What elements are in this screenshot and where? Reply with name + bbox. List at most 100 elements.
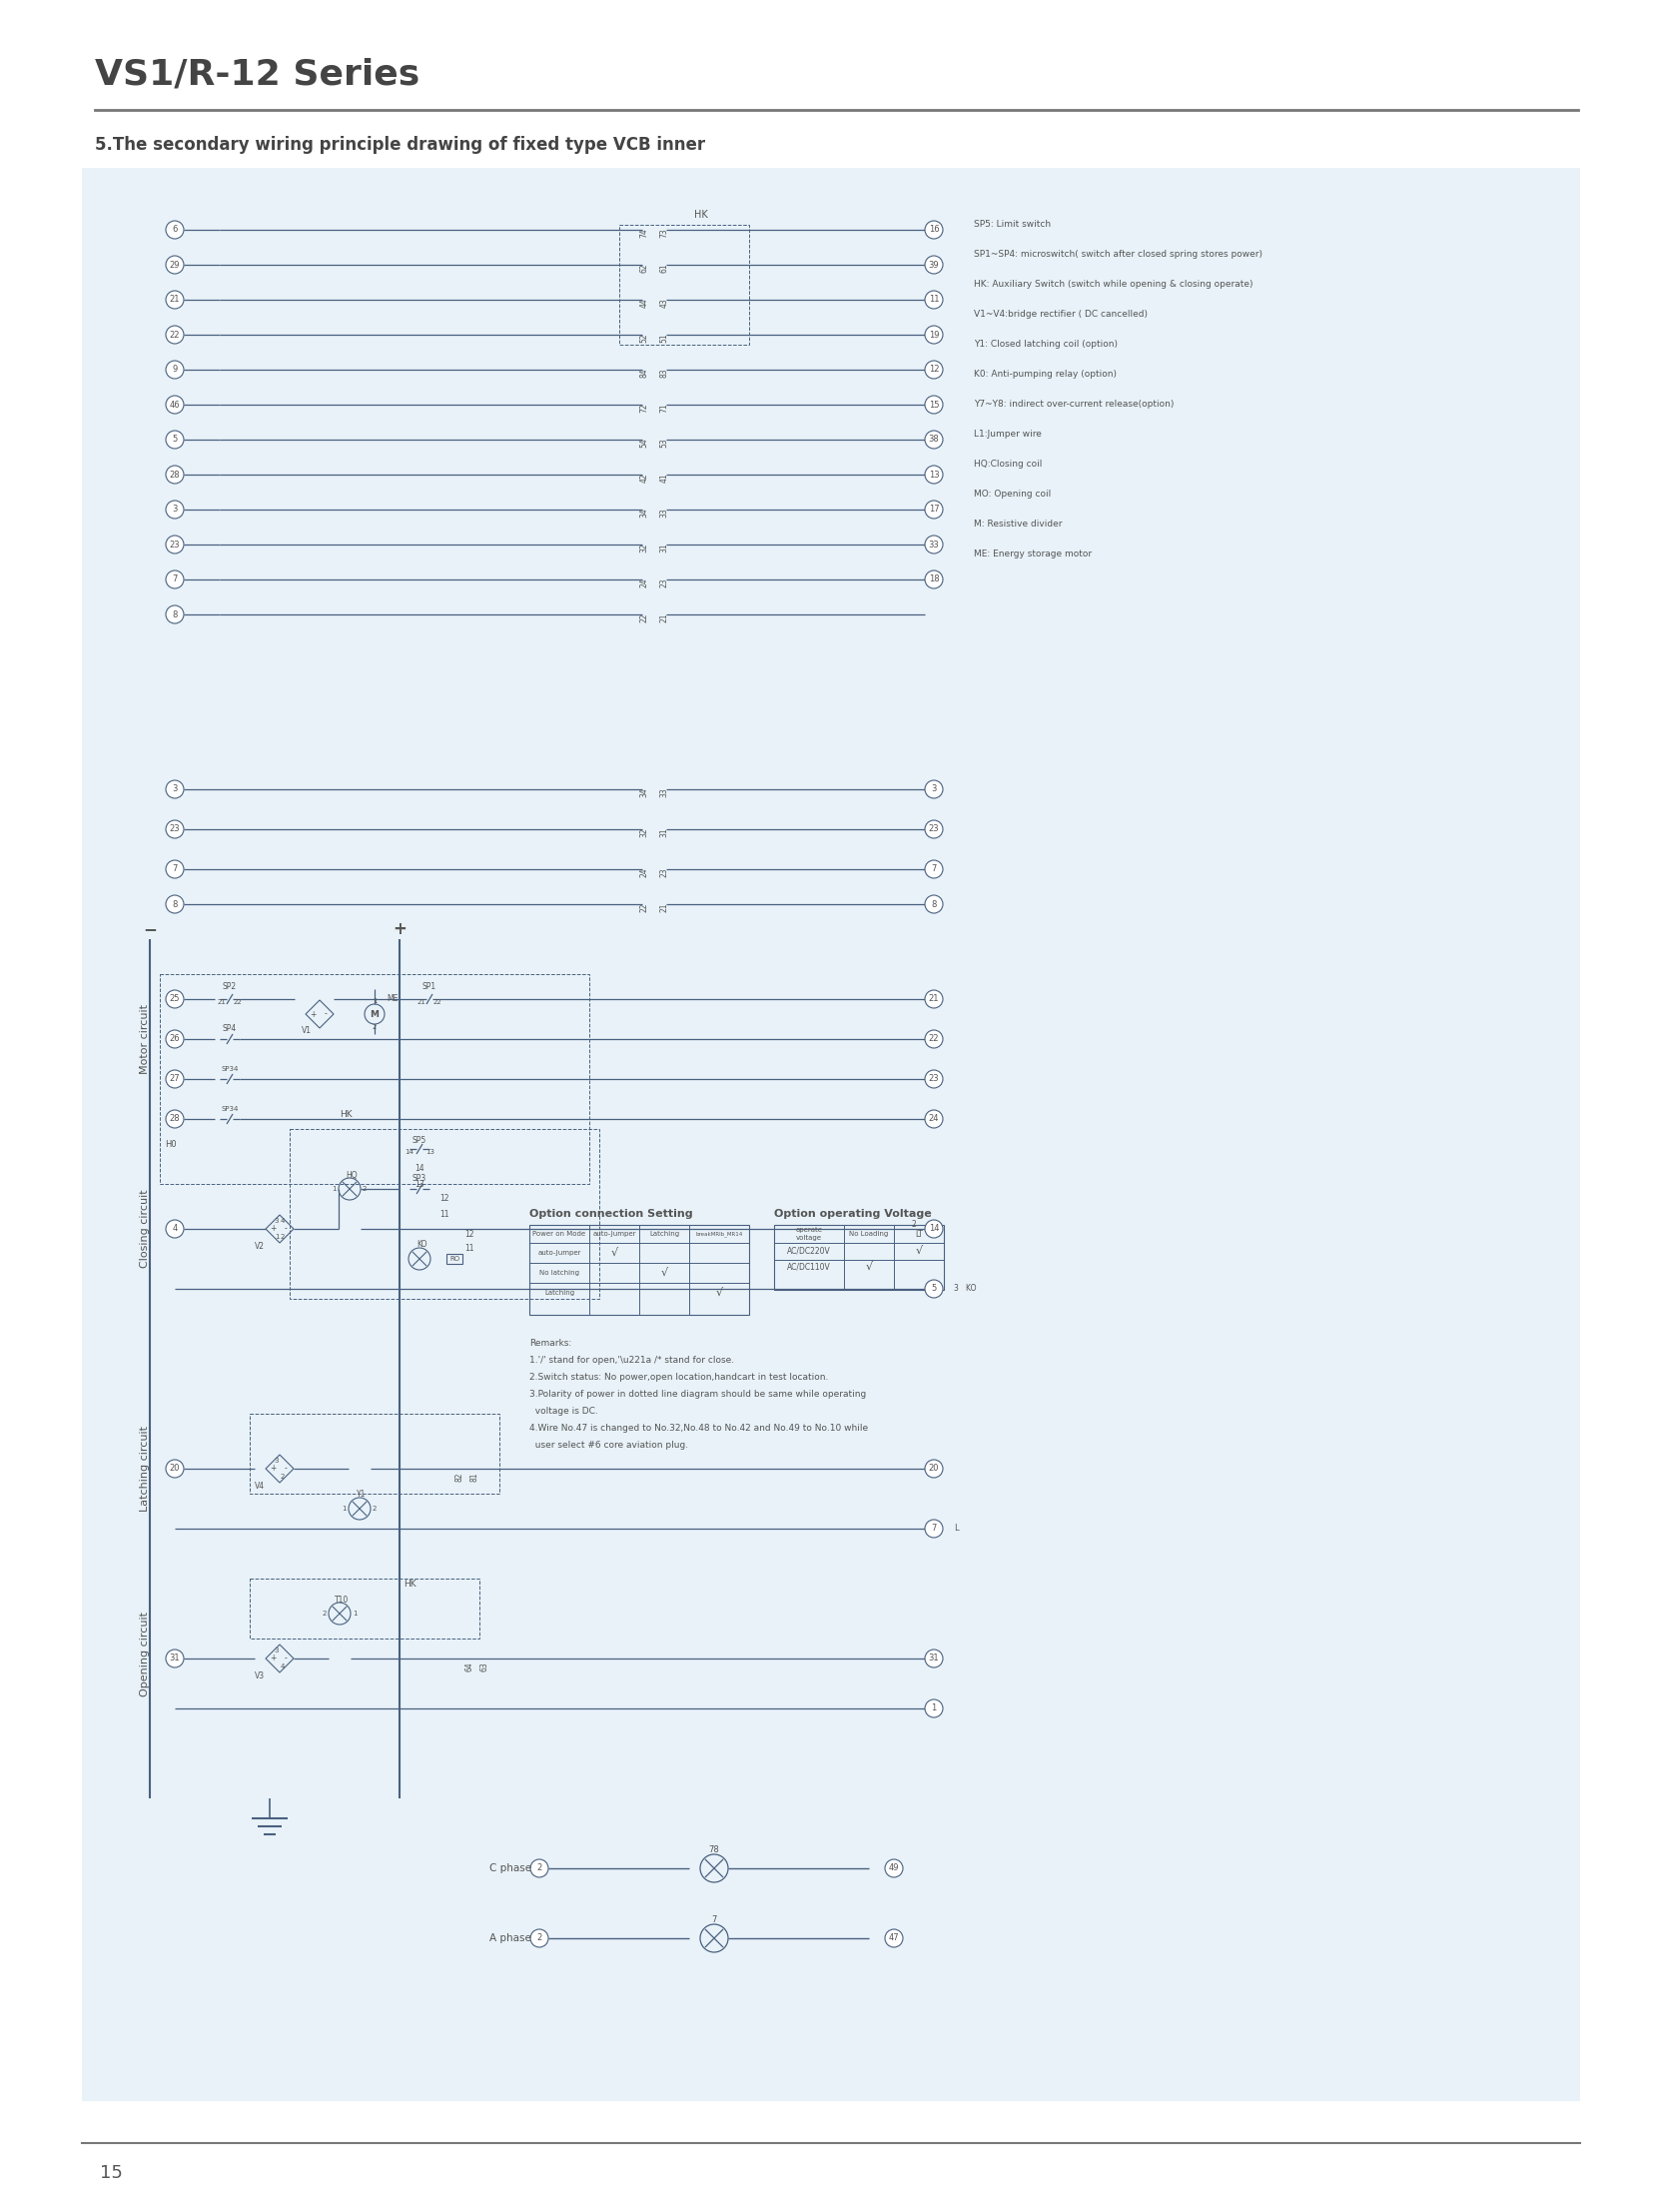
Text: 1: 1 [342, 1506, 347, 1511]
Text: -: - [325, 1009, 327, 1018]
Text: 2: 2 [911, 1219, 916, 1228]
Text: 24: 24 [928, 1115, 940, 1124]
Text: 22: 22 [639, 613, 649, 622]
Circle shape [166, 860, 184, 878]
Text: Option connection Setting: Option connection Setting [530, 1210, 692, 1219]
Text: 23: 23 [928, 1075, 940, 1084]
Text: V4: V4 [254, 1482, 264, 1491]
Text: L1:Jumper wire: L1:Jumper wire [974, 429, 1041, 438]
Circle shape [166, 396, 184, 414]
Text: 3: 3 [274, 1458, 279, 1464]
Text: -: - [284, 1655, 287, 1663]
Text: √: √ [715, 1287, 722, 1298]
Bar [619, 226, 749, 345]
Text: 3: 3 [173, 504, 178, 513]
Text: -: - [284, 1464, 287, 1473]
Text: +: + [271, 1464, 277, 1473]
Text: 39: 39 [928, 261, 940, 270]
Text: KO: KO [417, 1241, 427, 1250]
Text: SP1: SP1 [422, 982, 437, 991]
Circle shape [166, 1650, 184, 1668]
Circle shape [925, 221, 943, 239]
Bar [249, 1579, 480, 1639]
Text: +: + [392, 920, 407, 938]
Text: 21: 21 [169, 294, 179, 305]
Text: √: √ [915, 1245, 923, 1256]
Circle shape [166, 1110, 184, 1128]
Text: 33: 33 [659, 509, 669, 518]
Text: HK: Auxiliary Switch (switch while opening & closing operate): HK: Auxiliary Switch (switch while openi… [974, 279, 1253, 290]
Text: MO: Opening coil: MO: Opening coil [974, 489, 1051, 498]
Text: 6: 6 [173, 226, 178, 234]
Circle shape [925, 257, 943, 274]
Circle shape [925, 860, 943, 878]
Text: 19: 19 [928, 330, 940, 338]
Text: SP34: SP34 [221, 1106, 239, 1113]
Text: 34: 34 [639, 509, 649, 518]
Text: 24: 24 [639, 867, 649, 878]
Text: 22: 22 [928, 1035, 940, 1044]
Text: 21: 21 [217, 1000, 226, 1004]
Text: T10: T10 [334, 1595, 349, 1604]
Text: SP5: Limit switch: SP5: Limit switch [974, 219, 1051, 228]
Circle shape [166, 465, 184, 484]
Text: 14: 14 [415, 1164, 425, 1172]
Circle shape [166, 606, 184, 624]
Text: 72: 72 [639, 403, 649, 414]
Text: HQ:Closing coil: HQ:Closing coil [974, 460, 1042, 469]
Text: 1: 1 [332, 1186, 337, 1192]
Text: LT: LT [915, 1230, 923, 1239]
Text: 73: 73 [659, 228, 669, 237]
Text: 63: 63 [480, 1661, 490, 1672]
Circle shape [925, 1219, 943, 1239]
Text: 13: 13 [928, 471, 940, 480]
Text: HQ: HQ [345, 1170, 357, 1179]
Text: 28: 28 [169, 1115, 179, 1124]
Text: 42: 42 [639, 473, 649, 482]
Text: -: - [284, 1225, 287, 1234]
Text: −: − [143, 920, 156, 938]
Text: 46: 46 [169, 400, 179, 409]
Text: No Loading: No Loading [850, 1230, 888, 1237]
Text: 23: 23 [169, 540, 179, 549]
Text: 3   KO: 3 KO [954, 1285, 976, 1294]
Text: 8: 8 [173, 611, 178, 619]
Text: 14: 14 [405, 1148, 413, 1155]
Text: 4: 4 [281, 1219, 286, 1223]
Text: 1: 1 [931, 1703, 936, 1712]
Circle shape [925, 991, 943, 1009]
Circle shape [925, 1520, 943, 1537]
Circle shape [530, 1860, 548, 1878]
Text: V3: V3 [254, 1672, 264, 1681]
Text: 64: 64 [465, 1661, 473, 1672]
Circle shape [166, 361, 184, 378]
Text: √: √ [611, 1248, 618, 1259]
Text: 84: 84 [639, 367, 649, 378]
Circle shape [166, 991, 184, 1009]
Text: 22: 22 [169, 330, 179, 338]
Text: HK: HK [340, 1110, 352, 1119]
Text: 81: 81 [470, 1471, 480, 1482]
Text: operate
voltage: operate voltage [795, 1228, 822, 1241]
Circle shape [166, 257, 184, 274]
Text: V1~V4:bridge rectifier ( DC cancelled): V1~V4:bridge rectifier ( DC cancelled) [974, 310, 1147, 319]
Text: K0: Anti-pumping relay (option): K0: Anti-pumping relay (option) [974, 369, 1117, 378]
Text: 17: 17 [928, 504, 940, 513]
Circle shape [925, 431, 943, 449]
Text: 5: 5 [931, 1285, 936, 1294]
Text: H0: H0 [164, 1139, 176, 1148]
Text: Y1: Y1 [357, 1491, 367, 1500]
Circle shape [925, 325, 943, 343]
Text: Opening circuit: Opening circuit [139, 1610, 149, 1697]
Text: 12: 12 [928, 365, 940, 374]
Text: 2: 2 [281, 1473, 286, 1480]
Text: M: Resistive divider: M: Resistive divider [974, 520, 1062, 529]
Text: 12: 12 [465, 1230, 475, 1239]
Text: 49: 49 [888, 1865, 900, 1874]
Text: 83: 83 [659, 367, 669, 378]
Text: Latching: Latching [649, 1230, 679, 1237]
Text: 5.The secondary wiring principle drawing of fixed type VCB inner: 5.The secondary wiring principle drawing… [95, 135, 706, 155]
Text: Closing circuit: Closing circuit [139, 1190, 149, 1267]
Text: 2: 2 [372, 1024, 377, 1031]
Text: 12: 12 [440, 1194, 450, 1203]
